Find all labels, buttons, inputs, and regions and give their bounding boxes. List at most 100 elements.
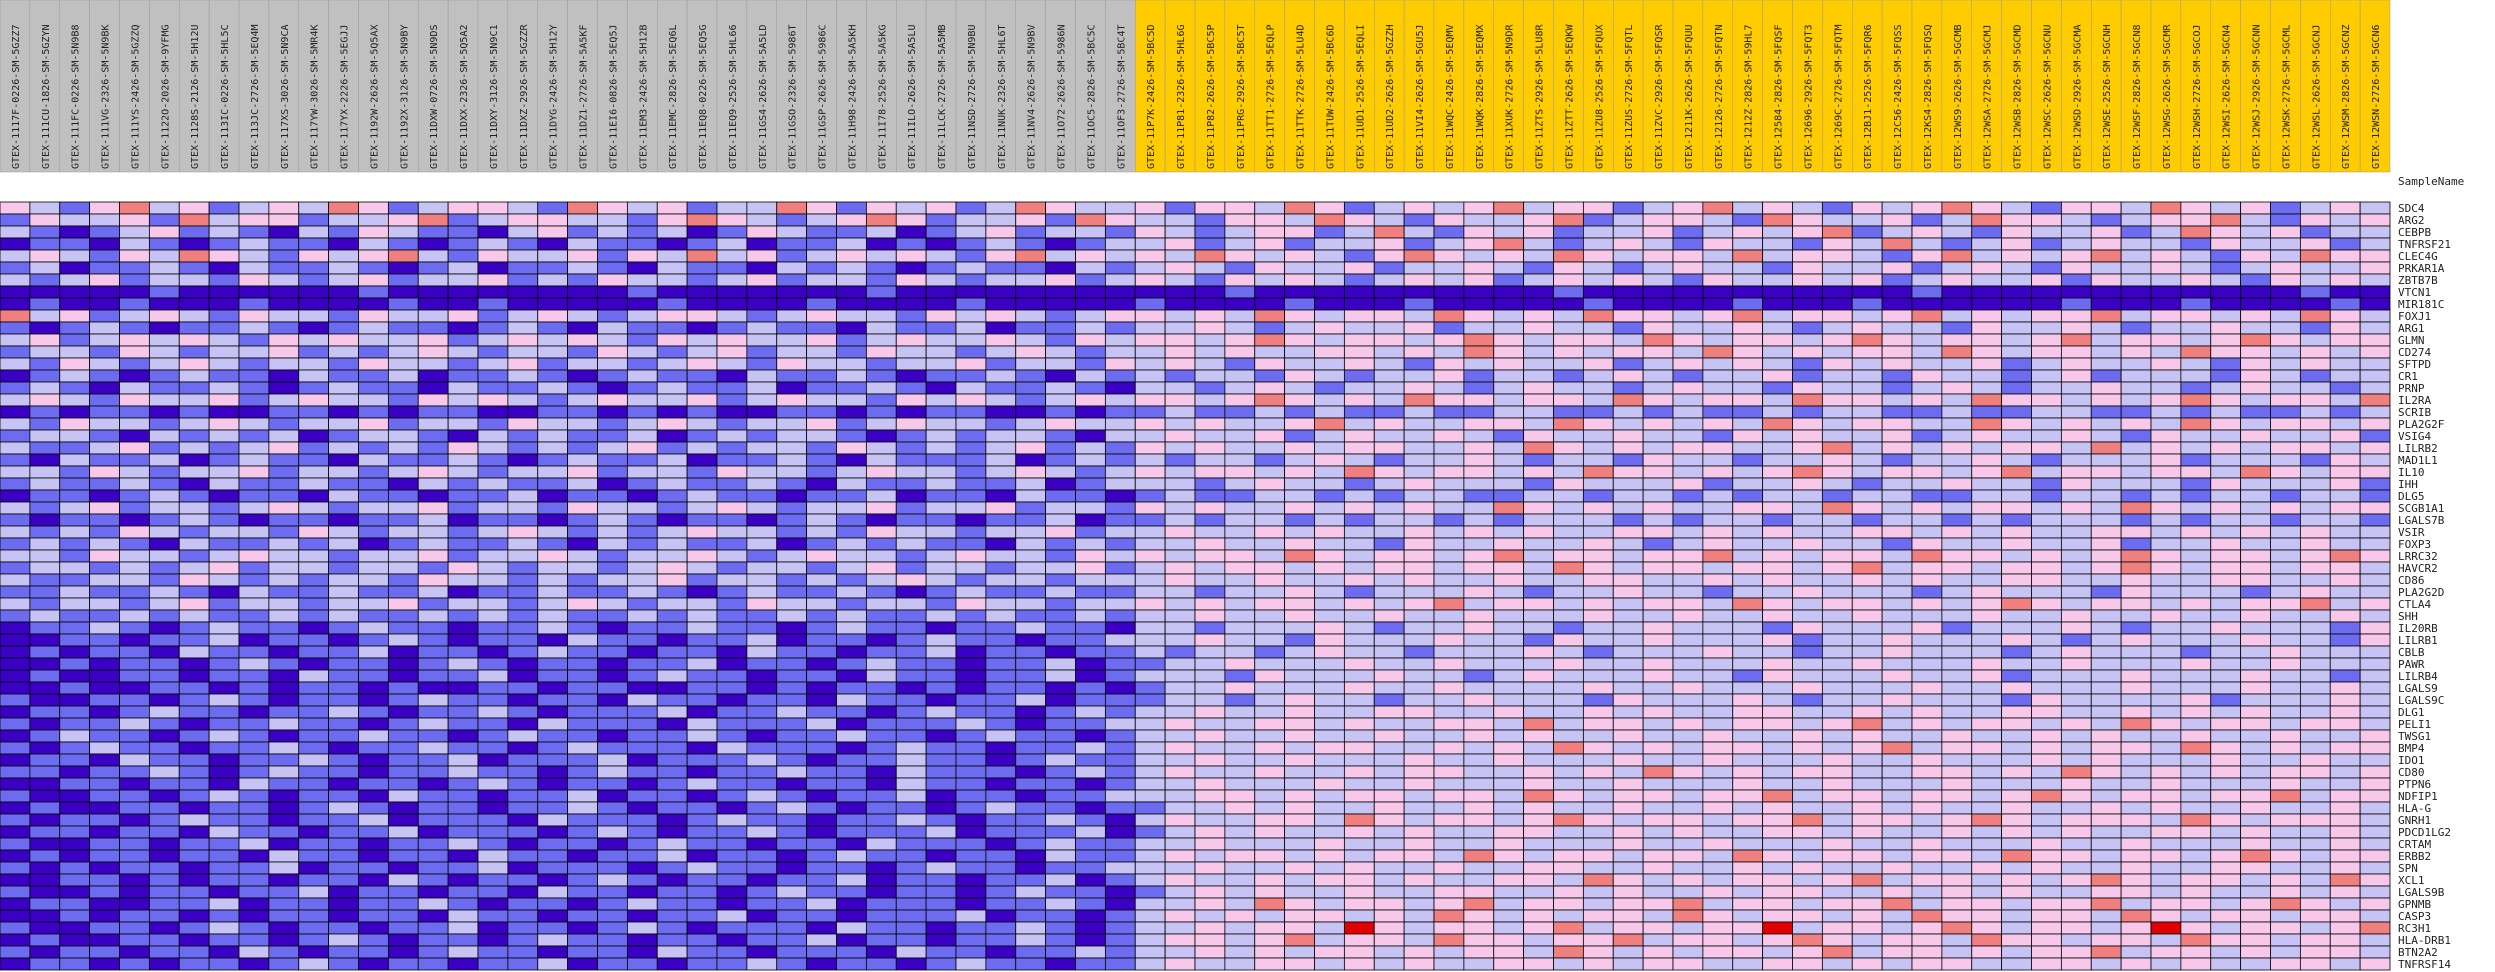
heatmap-cell (2031, 393, 2062, 407)
heatmap-cell (507, 789, 539, 803)
heatmap-cell (0, 345, 31, 359)
heatmap-cell (2180, 333, 2212, 347)
heatmap-cell (298, 645, 330, 659)
heatmap-cell (208, 657, 240, 671)
heatmap-cell (1343, 321, 1375, 335)
heatmap-cell (1732, 489, 1764, 503)
column-label: GTEX-11ZVC-2926-SM-5FQSR (1654, 24, 1665, 169)
heatmap-cell (836, 453, 867, 467)
heatmap-cell (2329, 765, 2361, 779)
heatmap-cell (1911, 777, 1943, 791)
heatmap-cell (2120, 849, 2152, 863)
heatmap-cell (686, 237, 718, 251)
heatmap-cell (1941, 537, 1973, 551)
heatmap-cell (1762, 825, 1793, 839)
heatmap-cell (2031, 501, 2062, 515)
heatmap-cell (1523, 213, 1554, 227)
heatmap-cell (178, 417, 210, 431)
heatmap-cell (1254, 333, 1286, 347)
heatmap-cell (1732, 561, 1764, 575)
heatmap-cell (955, 597, 987, 611)
heatmap-cell (1523, 825, 1554, 839)
heatmap-cell (2210, 345, 2242, 359)
heatmap-cell (2299, 345, 2331, 359)
heatmap-cell (0, 633, 31, 647)
heatmap-cell (328, 621, 359, 635)
heatmap-cell (1612, 489, 1644, 503)
heatmap-cell (387, 453, 419, 467)
heatmap-cell (686, 681, 718, 695)
heatmap-cell (836, 849, 867, 863)
heatmap-cell (2150, 693, 2182, 707)
heatmap-cell (2120, 201, 2152, 215)
heatmap-cell (2090, 537, 2122, 551)
heatmap-cell (597, 573, 628, 587)
heatmap-cell (806, 417, 837, 431)
heatmap-cell (836, 537, 867, 551)
heatmap-cell (1672, 765, 1704, 779)
heatmap-cell (1582, 861, 1614, 875)
heatmap-cell (2060, 237, 2092, 251)
heatmap-cell (1104, 837, 1136, 851)
heatmap-cell (1403, 213, 1435, 227)
heatmap-cell (298, 813, 330, 827)
heatmap-cell (2031, 573, 2062, 587)
heatmap-cell (2359, 333, 2391, 347)
heatmap-cell (1553, 369, 1584, 383)
heatmap-cell (119, 705, 150, 719)
heatmap-cell (2270, 585, 2301, 599)
heatmap-cell (477, 201, 509, 215)
heatmap-cell (2180, 729, 2212, 743)
heatmap-cell (1493, 369, 1525, 383)
column-label: GTEX-11TUW-2426-SM-5BC6D (1325, 25, 1336, 170)
heatmap-cell (447, 693, 479, 707)
heatmap-cell (776, 417, 808, 431)
heatmap-cell (626, 801, 658, 815)
heatmap-cell (1702, 693, 1734, 707)
heatmap-cell (597, 705, 628, 719)
heatmap-cell (2180, 225, 2212, 239)
heatmap-cell (2359, 357, 2391, 371)
heatmap-cell (2060, 333, 2092, 347)
heatmap-cell (1284, 549, 1315, 563)
heatmap-cell (656, 621, 688, 635)
heatmap-cell (2150, 501, 2182, 515)
heatmap-cell (238, 813, 270, 827)
heatmap-cell (1164, 381, 1196, 395)
heatmap-cell (507, 669, 539, 683)
heatmap-cell (1702, 405, 1734, 419)
heatmap-cell (2001, 513, 2032, 527)
heatmap-cell (2090, 357, 2122, 371)
heatmap-cell (626, 657, 658, 671)
heatmap-cell (358, 597, 389, 611)
heatmap-cell (1971, 621, 2003, 635)
heatmap-cell (447, 309, 479, 323)
heatmap-cell (1523, 225, 1554, 239)
heatmap-cell (1433, 849, 1465, 863)
heatmap-cell (597, 333, 628, 347)
column-label-bg (1523, 0, 1554, 173)
heatmap-cell (716, 597, 748, 611)
heatmap-cell (2150, 765, 2182, 779)
heatmap-cell (208, 789, 240, 803)
heatmap-cell (1433, 813, 1465, 827)
heatmap-cell (59, 849, 91, 863)
heatmap-cell (1134, 657, 1166, 671)
heatmap-cell (2210, 873, 2242, 887)
heatmap-cell (895, 393, 927, 407)
heatmap-cell (656, 645, 688, 659)
heatmap-cell (2299, 909, 2331, 923)
heatmap-cell (1493, 825, 1525, 839)
heatmap-cell (1702, 825, 1734, 839)
heatmap-cell (178, 597, 210, 611)
column-label-bg (149, 0, 180, 173)
heatmap-cell (746, 297, 778, 311)
heatmap-cell (119, 309, 150, 323)
heatmap-cell (507, 801, 539, 815)
heatmap-cell (1254, 837, 1286, 851)
heatmap-cell (268, 681, 300, 695)
heatmap-cell (89, 597, 120, 611)
heatmap-cell (746, 921, 778, 935)
heatmap-cell (1254, 261, 1286, 275)
heatmap-cell (0, 225, 31, 239)
